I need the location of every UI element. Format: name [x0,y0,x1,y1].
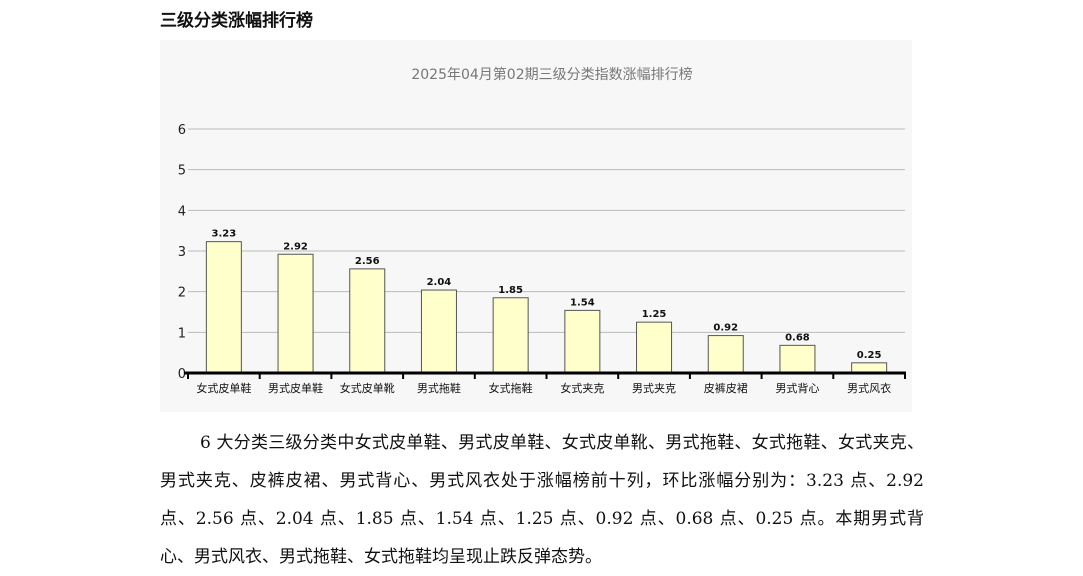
bar [277,253,314,374]
bar-value-label: 1.25 [642,309,667,320]
bar-value-label: 2.92 [283,241,308,252]
bar [707,335,744,374]
bar-value-label: 2.56 [355,256,380,267]
y-tick-label: 3 [178,245,186,260]
x-tick-label: 男式拖鞋 [417,381,461,395]
y-tick-label: 2 [178,286,186,301]
y-tick-label: 4 [178,204,186,219]
chart-title: 2025年04月第02期三级分类指数涨幅排行榜 [411,66,692,83]
bar [205,241,242,374]
x-tick-label: 男式风衣 [847,381,891,395]
bar-chart: 2025年04月第02期三级分类指数涨幅排行榜 0 1 2 3 4 5 6 3.23 2.92 2.… [178,66,906,395]
y-tick-label: 1 [178,326,186,341]
bar [564,309,601,374]
bar-value-label: 0.68 [785,332,810,343]
bar-value-label: 3.23 [212,229,237,240]
summary-paragraph: 6 大分类三级分类中女式皮单鞋、男式皮单鞋、女式皮单靴、男式拖鞋、女式拖鞋、女式… [160,433,924,567]
x-tick-label: 女式拖鞋 [489,381,533,395]
bar-value-label: 0.92 [713,323,738,334]
bar-value-label: 0.25 [857,350,882,361]
section-heading: 三级分类涨幅排行榜 [160,11,313,31]
bar [636,321,673,374]
y-tick-label: 6 [178,123,186,138]
chart-panel: 2025年04月第02期三级分类指数涨幅排行榜 0 1 2 3 4 5 6 3.23 2.92 2.… [160,40,912,412]
y-tick-label: 5 [178,164,186,179]
bar-value-label: 1.54 [570,297,595,308]
bar [349,268,386,374]
x-tick-label: 男式皮单鞋 [268,381,323,395]
bar [779,344,816,374]
bar-value-label: 2.04 [427,277,452,288]
x-tick-label: 女式夹克 [560,381,604,395]
y-tick-label: 0 [178,367,186,382]
x-tick-label: 女式皮单鞋 [196,381,251,395]
x-tick-label: 男式背心 [775,381,819,395]
bar [420,289,457,374]
x-tick-label: 男式夹克 [632,382,676,395]
x-tick-label: 女式皮单靴 [340,381,395,395]
bar [851,362,888,374]
bar-value-label: 1.85 [498,285,523,296]
x-tick-label: 皮裤皮裙 [704,381,748,395]
bar [492,297,529,374]
